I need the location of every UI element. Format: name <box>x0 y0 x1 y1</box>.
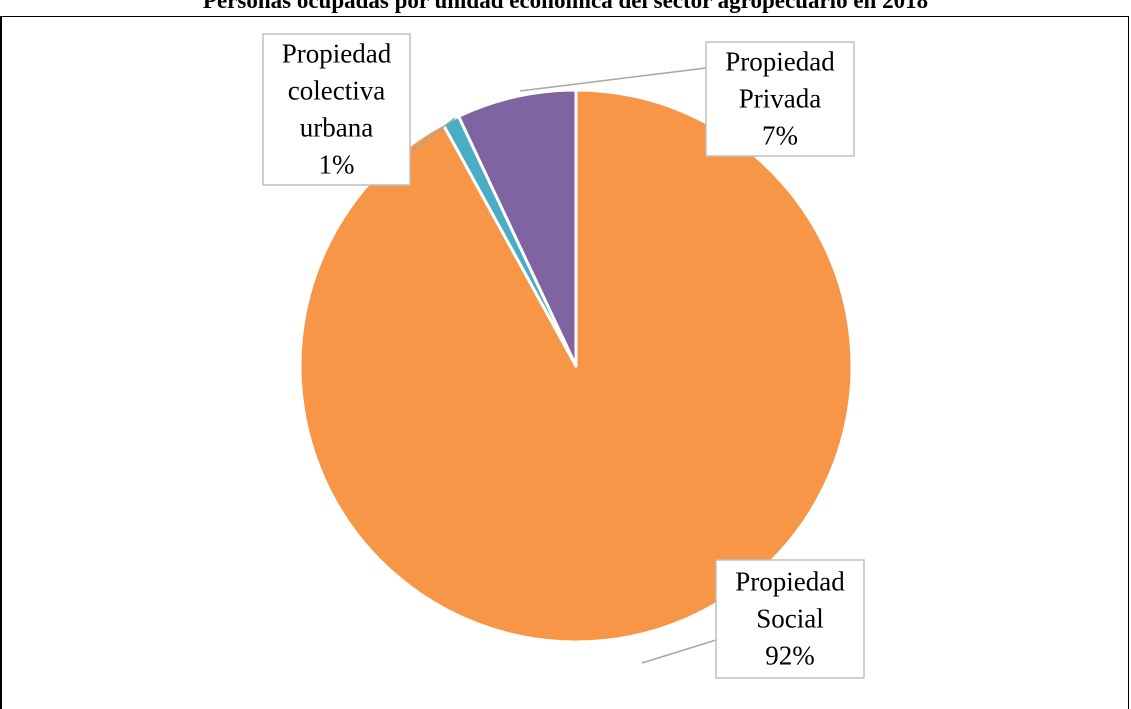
data-label-line: 92% <box>765 641 815 671</box>
pie-slice-propiedad-privada <box>456 88 578 368</box>
data-label-box <box>715 559 865 679</box>
data-label-line: Propiedad <box>282 39 392 69</box>
data-label-propiedad-social: Propiedad Social 92% <box>715 559 865 679</box>
data-label-line: urbana <box>300 113 373 143</box>
data-label-line: 1% <box>319 150 355 180</box>
data-label-box <box>705 41 855 157</box>
data-label-propiedad-privada: Propiedad Privada 7% <box>705 41 855 157</box>
data-label-line: Privada <box>739 84 821 114</box>
data-label-line: Propiedad <box>725 47 835 77</box>
leader-line-propiedad-privada <box>519 67 707 92</box>
data-label-line: 7% <box>762 121 798 151</box>
data-labels: PropiedadPrivada7%PropiedadSocial92%Prop… <box>262 33 865 679</box>
leader-line-propiedad-colectiva-urbana <box>412 117 456 151</box>
data-label-line: colectiva <box>288 76 385 106</box>
leader-line-propiedad-social <box>641 639 717 664</box>
pie-slice-propiedad-colectiva-urbana <box>441 114 578 368</box>
data-label-line: Social <box>756 604 824 634</box>
chart-frame <box>0 16 1129 709</box>
pie-slices <box>298 88 854 644</box>
data-label-propiedad-colectiva-urbana: Propiedad colectiva urbana 1% <box>262 33 411 186</box>
leader-lines <box>412 67 717 664</box>
data-label-box <box>262 33 411 186</box>
chart-title: Personas ocupadas por unidad económica d… <box>202 0 929 13</box>
data-label-line: Propiedad <box>735 567 845 597</box>
